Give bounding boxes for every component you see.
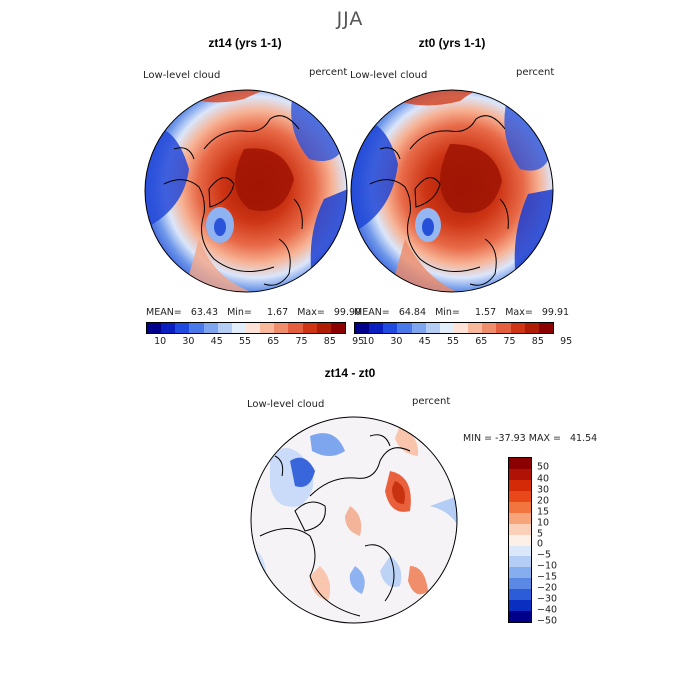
panel1-stats: MEAN= 63.43 Min= 1.67 Max= 99.90	[146, 307, 362, 318]
colorbar-swatch	[302, 323, 317, 333]
diff-colorbar-labels: 50 40 30 20 15 10 5 0 −5 −10 −15 −20 −30 −40 −50	[537, 457, 577, 626]
colorbar-swatch	[509, 589, 531, 601]
colorbar-tick-label: 85	[531, 336, 544, 347]
diff-colorbar	[508, 457, 532, 623]
colorbar-swatch	[524, 323, 539, 333]
colorbar-tick-label: 95	[352, 336, 365, 347]
colorbar-swatch	[161, 323, 176, 333]
colorbar-swatch	[203, 323, 218, 333]
colorbar-level-label: 50	[537, 461, 550, 473]
colorbar-level-label: 40	[537, 473, 550, 485]
colorbar-level-label: −50	[537, 615, 558, 627]
colorbar-level-label: −20	[537, 582, 558, 594]
colorbar-swatch	[509, 523, 531, 535]
diff-panel-title: zt14 - zt0	[324, 366, 376, 380]
colorbar-tick-label: 95	[560, 336, 573, 347]
diff-panel-units-label: percent	[412, 396, 451, 407]
panel1-colorbar	[146, 322, 346, 334]
colorbar-swatch	[509, 458, 531, 469]
panel1-title: zt14 (yrs 1-1)	[208, 36, 282, 50]
colorbar-level-label: 0	[537, 538, 544, 550]
colorbar-level-label: 30	[537, 484, 550, 496]
colorbar-swatch	[509, 611, 531, 623]
colorbar-swatch	[217, 323, 232, 333]
colorbar-tick-label: 30	[182, 336, 195, 347]
colorbar-swatch	[316, 323, 331, 333]
colorbar-swatch	[425, 323, 440, 333]
colorbar-swatch	[509, 490, 531, 502]
colorbar-tick-label: 45	[418, 336, 431, 347]
colorbar-tick-label: 30	[390, 336, 403, 347]
colorbar-level-label: 20	[537, 495, 550, 507]
colorbar-swatch	[509, 600, 531, 612]
colorbar-tick-label: 65	[475, 336, 488, 347]
panel1-colorbar-ticks: 10 30 45 55 65 75 85 95	[146, 336, 364, 348]
colorbar-level-label: −15	[537, 571, 558, 583]
colorbar-swatch	[355, 323, 370, 333]
colorbar-tick-label: 10	[362, 336, 375, 347]
colorbar-swatch	[260, 323, 275, 333]
colorbar-swatch	[231, 323, 246, 333]
colorbar-swatch	[468, 323, 483, 333]
colorbar-tick-label: 55	[446, 336, 460, 347]
colorbar-swatch	[509, 556, 531, 568]
colorbar-swatch	[538, 323, 553, 333]
colorbar-swatch	[509, 567, 531, 579]
panel1-field-label: Low-level cloud	[143, 70, 221, 81]
colorbar-swatch	[245, 323, 261, 333]
colorbar-level-label: −30	[537, 593, 558, 605]
colorbar-tick-label: 75	[295, 336, 308, 347]
panel2-colorbar-ticks: 10 30 45 55 65 75 85 95	[354, 336, 572, 348]
diff-polar-map	[250, 416, 458, 624]
colorbar-tick-label: 75	[503, 336, 516, 347]
colorbar-swatch	[510, 323, 525, 333]
colorbar-swatch	[274, 323, 289, 333]
colorbar-swatch	[397, 323, 412, 333]
colorbar-level-label: 5	[537, 528, 544, 540]
colorbar-swatch	[330, 323, 345, 333]
colorbar-swatch	[453, 323, 469, 333]
colorbar-level-label: 10	[537, 517, 550, 529]
colorbar-level-label: 15	[537, 506, 550, 518]
colorbar-tick-label: 45	[210, 336, 223, 347]
colorbar-swatch	[439, 323, 454, 333]
season-title: JJA	[336, 8, 364, 30]
colorbar-tick-label: 85	[323, 336, 336, 347]
colorbar-level-label: −40	[537, 604, 558, 616]
colorbar-swatch	[189, 323, 204, 333]
panel2-title: zt0 (yrs 1-1)	[418, 36, 486, 50]
colorbar-swatch	[509, 479, 531, 491]
colorbar-swatch	[288, 323, 303, 333]
diff-panel-stats: MIN = -37.93 MAX = 41.54	[463, 433, 598, 444]
colorbar-level-label: −5	[537, 549, 552, 561]
colorbar-swatch	[369, 323, 384, 333]
colorbar-swatch	[509, 512, 531, 524]
colorbar-level-label: −10	[537, 560, 558, 572]
colorbar-swatch	[411, 323, 426, 333]
colorbar-swatch	[383, 323, 398, 333]
panel1-polar-map	[144, 89, 348, 293]
panel2-stats: MEAN= 64.84 Min= 1.57 Max= 99.91	[354, 307, 570, 318]
colorbar-tick-label: 10	[154, 336, 167, 347]
colorbar-swatch	[509, 468, 531, 480]
panel2-field-label: Low-level cloud	[350, 70, 428, 81]
panel2-units-label: percent	[516, 67, 555, 78]
diff-panel-field-label: Low-level cloud	[247, 399, 325, 410]
panel2-colorbar	[354, 322, 554, 334]
panel1-units-label: percent	[309, 67, 348, 78]
colorbar-swatch	[482, 323, 497, 333]
colorbar-swatch	[509, 501, 531, 513]
colorbar-swatch	[496, 323, 511, 333]
colorbar-swatch	[509, 534, 531, 546]
panel2-polar-map	[350, 89, 554, 293]
colorbar-tick-label: 65	[267, 336, 280, 347]
colorbar-tick-label: 55	[238, 336, 252, 347]
colorbar-swatch	[509, 545, 531, 557]
colorbar-swatch	[509, 578, 531, 590]
colorbar-swatch	[175, 323, 190, 333]
colorbar-swatch	[147, 323, 162, 333]
